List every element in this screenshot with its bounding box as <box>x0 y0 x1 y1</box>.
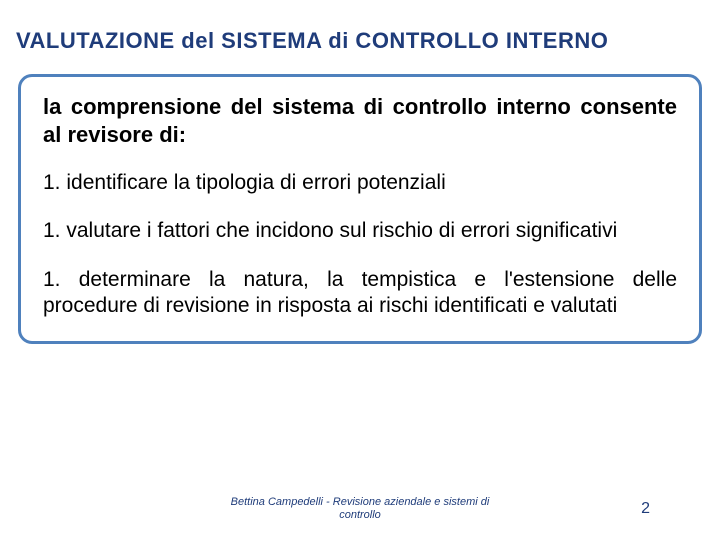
slide-title: VALUTAZIONE del SISTEMA di CONTROLLO INT… <box>12 28 708 54</box>
subtitle: la comprensione del sistema di controllo… <box>43 93 677 148</box>
list-item: 1. valutare i fattori che incidono sul r… <box>43 218 677 244</box>
item-text: identificare la tipologia di errori pote… <box>66 171 445 194</box>
content-box: la comprensione del sistema di controllo… <box>18 74 702 344</box>
list-item: 1. identificare la tipologia di errori p… <box>43 170 677 196</box>
item-number: 1. <box>43 219 61 242</box>
list-item: 1. determinare la natura, la tempistica … <box>43 267 677 320</box>
item-number: 1. <box>43 268 61 291</box>
item-text: determinare la natura, la tempistica e l… <box>43 268 677 317</box>
item-text: valutare i fattori che incidono sul risc… <box>66 219 617 242</box>
footer: Bettina Campedelli - Revisione aziendale… <box>0 496 720 522</box>
item-number: 1. <box>43 171 61 194</box>
footer-text: Bettina Campedelli - Revisione aziendale… <box>230 496 490 522</box>
page-number: 2 <box>641 500 650 518</box>
slide-container: VALUTAZIONE del SISTEMA di CONTROLLO INT… <box>0 0 720 540</box>
